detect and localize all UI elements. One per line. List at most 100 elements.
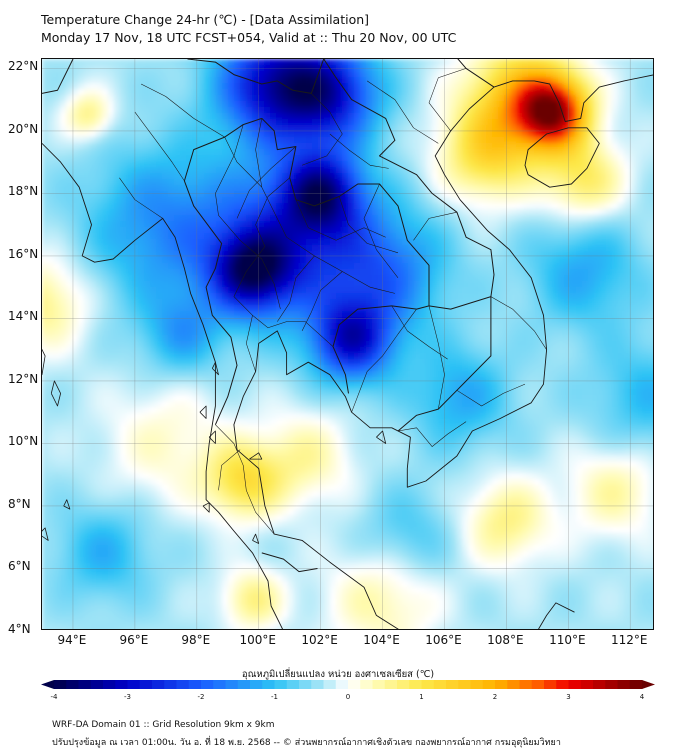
colorbar-tick-label: 0 <box>345 693 351 701</box>
colorbar-cell <box>556 680 569 689</box>
colorbar-cell <box>372 680 386 689</box>
colorbar-cell <box>164 680 177 689</box>
colorbar-cell <box>335 680 349 689</box>
colorbar-cell <box>629 680 643 689</box>
lon-tick-label: 98°E <box>181 633 211 647</box>
lon-tick-label: 108°E <box>487 633 524 647</box>
island-outline <box>50 380 62 407</box>
island-outline <box>199 405 207 419</box>
province-boundary <box>255 118 263 188</box>
colorbar-cell <box>274 680 288 689</box>
colorbar-cell <box>544 680 557 689</box>
lat-tick-label: 18°N <box>8 184 39 199</box>
lon-tick-label: 110°E <box>549 633 586 647</box>
colorbar-cell <box>568 680 582 689</box>
colorbar-cell <box>323 680 337 689</box>
colorbar-cell <box>458 680 471 689</box>
colorbar-cell <box>446 680 459 689</box>
map-panel[interactable] <box>41 58 654 630</box>
lat-tick-label: 22°N <box>8 59 39 74</box>
colorbar-cell <box>470 680 484 689</box>
colorbar-cell <box>139 680 153 689</box>
colorbar-cell <box>360 680 373 689</box>
province-boundary <box>233 296 334 347</box>
province-boundary <box>233 177 290 297</box>
lat-lon-grid <box>42 59 653 629</box>
temperature-map <box>42 59 653 629</box>
province-boundary <box>329 133 389 169</box>
colorbar-tick-label: 2 <box>492 693 498 701</box>
island-outline <box>249 452 263 460</box>
lat-tick-label: 6°N <box>8 559 31 574</box>
lon-tick-label: 94°E <box>57 633 87 647</box>
province-boundary <box>218 449 241 491</box>
province-boundary <box>428 68 467 132</box>
lon-tick-label: 112°E <box>610 633 648 647</box>
colorbar-tick-label: -4 <box>50 693 58 701</box>
colorbar-cell <box>617 680 631 689</box>
boundaries <box>42 59 653 629</box>
colorbar-cell <box>152 680 165 689</box>
colorbar-cell <box>225 680 239 689</box>
province-boundary <box>302 93 343 166</box>
colorbar-cell <box>299 680 312 689</box>
colorbar-cell <box>348 680 361 689</box>
province-boundary <box>413 211 457 241</box>
province-boundary <box>224 136 395 294</box>
colorbar-cell <box>482 680 496 689</box>
colorbar-cell <box>409 680 422 689</box>
colorbar-cell <box>213 680 226 689</box>
colorbar-cell <box>262 680 275 689</box>
colorbar-cell <box>507 680 520 689</box>
coastline-mainland-coast <box>42 143 284 629</box>
island-outline <box>211 361 219 376</box>
footer-model-info: WRF-DA Domain 01 :: Grid Resolution 9km … <box>52 720 275 730</box>
colorbar-min-extend <box>41 680 54 689</box>
lon-tick-label: 102°E <box>301 633 338 647</box>
colorbar-cell <box>237 680 251 689</box>
island-outline <box>42 348 46 376</box>
colorbar-cell <box>250 680 263 689</box>
lat-tick-label: 10°N <box>8 434 39 449</box>
province-boundary <box>301 271 343 332</box>
lat-tick-label: 20°N <box>8 121 39 136</box>
colorbar-cell <box>593 680 606 689</box>
colorbar-cell <box>66 680 79 689</box>
island-outline <box>63 499 71 510</box>
colorbar-tick-label: 3 <box>566 693 571 701</box>
lon-tick-label: 106°E <box>425 633 462 647</box>
province-boundary <box>236 146 297 219</box>
colorbar-cell <box>580 680 594 689</box>
coastline-gulf-coast <box>233 74 653 629</box>
colorbar-cell <box>384 680 398 689</box>
map-subtitle: Monday 17 Nov, 18 UTC FCST+054, Valid at… <box>41 30 457 45</box>
coastline-borneo-tip <box>538 602 575 629</box>
lat-tick-label: 8°N <box>8 496 31 511</box>
province-boundary <box>215 124 281 310</box>
province-boundary <box>119 177 163 219</box>
colorbar-cell <box>286 680 300 689</box>
country-border-myanmar-bangladesh-india <box>42 59 74 94</box>
lat-tick-label: 16°N <box>8 246 39 261</box>
colorbar-cell <box>127 680 141 689</box>
colorbar-cell <box>495 680 508 689</box>
province-boundary <box>366 80 439 144</box>
province-boundary <box>295 199 386 241</box>
province-boundary <box>397 421 467 447</box>
island-outline <box>202 502 210 513</box>
province-boundary <box>456 383 526 407</box>
colorbar-cell <box>605 680 618 689</box>
province-boundary <box>277 255 315 322</box>
temperature-field <box>42 59 653 629</box>
colorbar-cell <box>421 680 435 689</box>
colorbar-cell <box>531 680 545 689</box>
colorbar-cell <box>78 680 92 689</box>
lat-tick-label: 14°N <box>8 309 39 324</box>
province-boundary <box>490 296 547 350</box>
island-outline <box>42 527 49 541</box>
colorbar-tick-label: -3 <box>124 693 131 701</box>
province-boundary <box>338 196 399 254</box>
island-outline <box>208 430 216 444</box>
province-boundary <box>391 305 448 360</box>
lon-tick-label: 104°E <box>363 633 400 647</box>
